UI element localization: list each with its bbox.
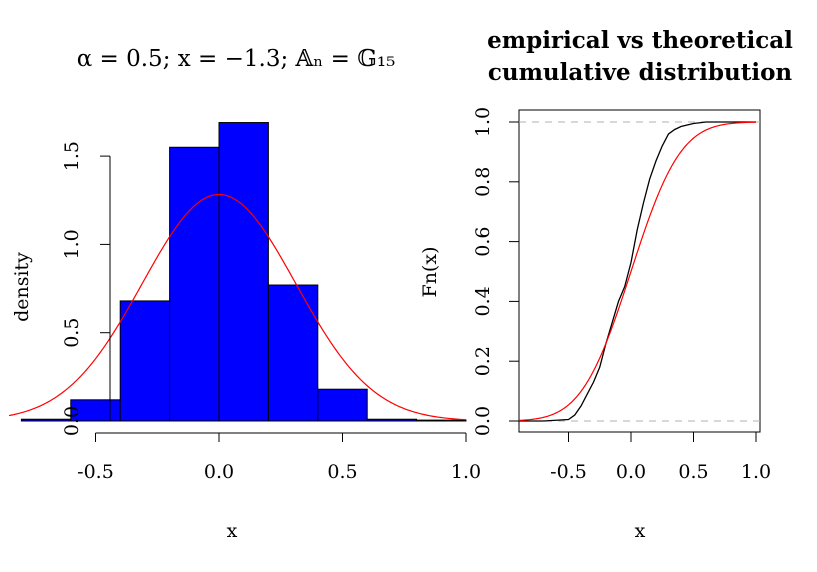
histogram-title: α = 0.5; x = −1.3; 𝔸ₙ = 𝔾₁₅ xyxy=(77,46,396,72)
ecdf-y-tick-label: 1.0 xyxy=(472,107,494,137)
histogram-bar xyxy=(267,284,319,422)
histogram-x-tick-label: 1.0 xyxy=(451,461,481,483)
ecdf-y-tick-label: 0.4 xyxy=(472,286,494,316)
histogram-bar xyxy=(169,146,220,422)
histogram-bar xyxy=(416,419,467,422)
ecdf-title-line-1: empirical vs theoretical xyxy=(487,27,793,54)
normal-density-curve xyxy=(8,193,467,421)
histogram-bar xyxy=(366,418,418,422)
ecdf-x-tick-label: 0.0 xyxy=(616,461,646,483)
ecdf-reference-lines xyxy=(519,121,760,422)
ecdf-y-axis: 0.0 0.2 0.4 0.6 0.8 1.0 xyxy=(472,107,519,436)
histogram-x-label: x xyxy=(227,520,238,542)
histogram-bars xyxy=(20,122,467,422)
histogram-y-label: density xyxy=(11,252,33,322)
empirical-cdf-line xyxy=(519,121,756,422)
histogram-bar xyxy=(317,388,368,422)
histogram-y-tick-label: 0.5 xyxy=(61,318,83,348)
ecdf-y-tick-label: 0.8 xyxy=(472,167,494,197)
ecdf-y-tick-label: 0.6 xyxy=(472,226,494,256)
ecdf-title-line-2: cumulative distribution xyxy=(488,59,793,86)
ecdf-x-tick-label: 1.0 xyxy=(741,461,771,483)
histogram-panel: α = 0.5; x = −1.3; 𝔸ₙ = 𝔾₁₅ -0.5 0.0 0.5 1.… xyxy=(8,46,481,542)
ecdf-x-label: x xyxy=(635,520,646,542)
ecdf-plot-frame xyxy=(518,109,761,433)
histogram-x-axis: -0.5 0.0 0.5 1.0 xyxy=(77,432,481,483)
histogram-y-tick-label: 1.5 xyxy=(61,141,83,171)
ecdf-panel: empirical vs theoretical cumulative dist… xyxy=(419,27,793,542)
histogram-y-tick-label: 1.0 xyxy=(61,229,83,259)
ecdf-y-tick-label: 0.0 xyxy=(472,406,494,436)
histogram-x-tick-label: 0.5 xyxy=(327,461,357,483)
histogram-y-tick-label: 0.0 xyxy=(61,406,83,436)
ecdf-x-axis: -0.5 0.0 0.5 1.0 xyxy=(550,431,771,483)
histogram-x-tick-label: -0.5 xyxy=(77,461,114,483)
ecdf-x-tick-label: -0.5 xyxy=(550,461,587,483)
ecdf-x-tick-label: 0.5 xyxy=(678,461,708,483)
theoretical-cdf-curve xyxy=(518,121,757,422)
histogram-x-tick-label: 0.0 xyxy=(204,461,234,483)
histogram-y-axis: 0.0 0.5 1.0 1.5 xyxy=(61,141,111,436)
histogram-bar xyxy=(218,122,269,422)
histogram-bar xyxy=(119,300,171,422)
ecdf-y-label: Fn(x) xyxy=(419,247,441,298)
ecdf-y-tick-label: 0.2 xyxy=(472,346,494,376)
